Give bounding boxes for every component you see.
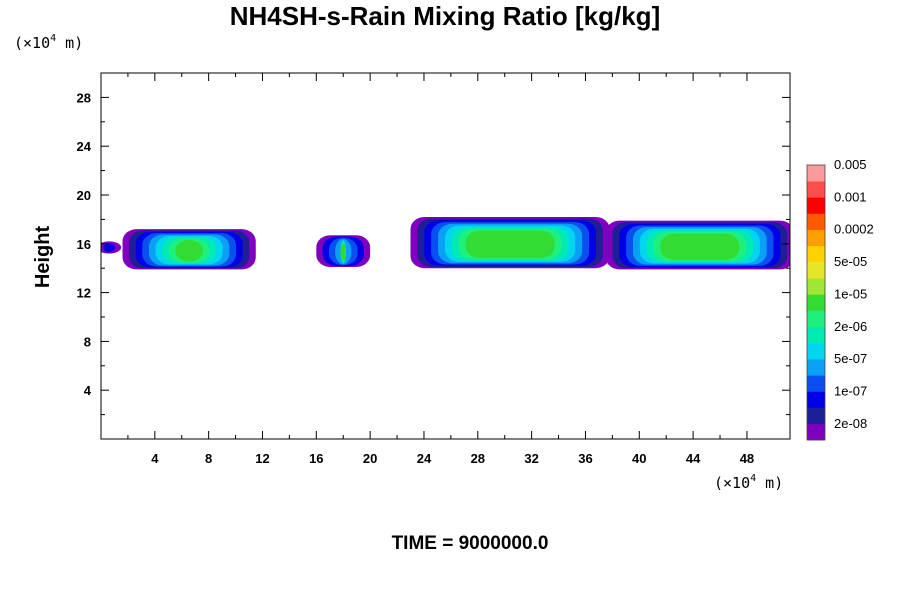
colorbar-swatch [807,197,825,214]
y-tick-label: 24 [77,139,92,154]
y-tick-label: 8 [84,334,91,349]
y-axis-label: Height [32,226,54,289]
x-tick-label: 24 [417,451,432,466]
colorbar-swatch [807,359,825,376]
cloud-d-level-8 [465,230,555,259]
colorbar-swatch [807,423,825,441]
chart-title: NH4SH-s-Rain Mixing Ratio [kg/kg] [230,1,660,31]
cloud-c-level-7 [340,243,346,261]
plot-frame [100,72,791,440]
colorbar-swatch [807,262,825,279]
y-unit-label: (×104 m) [14,33,83,52]
y-tick-label: 16 [77,237,91,252]
colorbar-label: 0.001 [834,189,867,204]
colorbar: 2e-08 1e-07 5e-07 2e-06 1e-05 5e-05 0.0002 0.00… [806,157,874,441]
colorbar-swatch [807,375,825,392]
colorbar-swatch [807,342,825,360]
x-tick-label: 40 [632,451,646,466]
x-tick-label: 48 [740,451,754,466]
colorbar-label: 1e-07 [834,383,867,398]
colorbar-frame [806,164,826,441]
colorbar-label: 0.0002 [834,222,874,237]
x-tick-label: 12 [255,451,269,466]
cloud-b-level-8 [175,239,204,262]
colorbar-swatch [807,213,825,231]
x-tick-label: 28 [471,451,485,466]
colorbar-swatch [807,310,825,328]
x-tick-label: 32 [524,451,538,466]
x-tick-label: 4 [151,451,159,466]
colorbar-label: 1e-05 [834,286,867,301]
colorbar-label: 5e-05 [834,254,867,269]
cloud-e-level-8 [660,233,740,260]
y-tick-label: 4 [84,383,92,398]
x-tick-label: 8 [205,451,212,466]
colorbar-swatch [807,245,825,263]
y-tick-label: 20 [77,188,91,203]
x-tick-label: 44 [686,451,701,466]
y-tick-label: 28 [77,90,91,105]
colorbar-swatch [807,294,825,311]
colorbar-swatch [807,407,825,425]
colorbar-swatch [807,165,825,182]
colorbar-label: 5e-07 [834,351,867,366]
colorbar-swatch [807,278,825,295]
x-tick-label: 36 [578,451,592,466]
x-unit-label: (×104 m) [714,473,783,492]
x-tick-label: 16 [309,451,323,466]
colorbar-label: 2e-06 [834,319,867,334]
colorbar-swatch [807,181,825,198]
colorbar-label: 0.005 [834,157,867,172]
plot-clouds [101,216,790,270]
colorbar-swatch [807,229,825,247]
y-tick-label: 12 [77,286,91,301]
colorbar-swatch [807,326,825,344]
colorbar-label: 2e-08 [834,416,867,431]
x-tick-label: 20 [363,451,377,466]
colorbar-swatch [807,391,825,408]
time-label: TIME = 9000000.0 [392,533,549,554]
cloud-a-level-1 [103,243,115,253]
